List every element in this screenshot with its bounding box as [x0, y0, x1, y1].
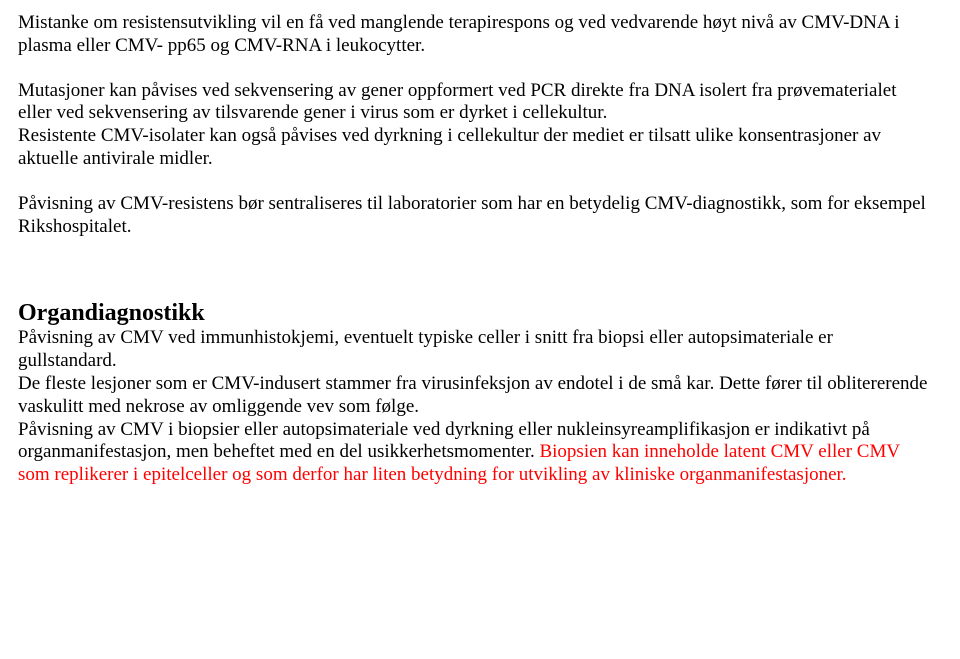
- paragraph-3: Resistente CMV-isolater kan også påvises…: [18, 125, 932, 171]
- paragraph-4: Påvisning av CMV-resistens bør sentralis…: [18, 193, 932, 239]
- paragraph-6: De fleste lesjoner som er CMV-indusert s…: [18, 373, 932, 419]
- heading-organdiagnostikk: Organdiagnostikk: [18, 300, 932, 327]
- paragraph-1: Mistanke om resistensutvikling vil en få…: [18, 12, 932, 58]
- paragraph-2: Mutasjoner kan påvises ved sekvensering …: [18, 80, 932, 126]
- paragraph-5: Påvisning av CMV ved immunhistokjemi, ev…: [18, 327, 932, 373]
- paragraph-7: Påvisning av CMV i biopsier eller autops…: [18, 419, 932, 487]
